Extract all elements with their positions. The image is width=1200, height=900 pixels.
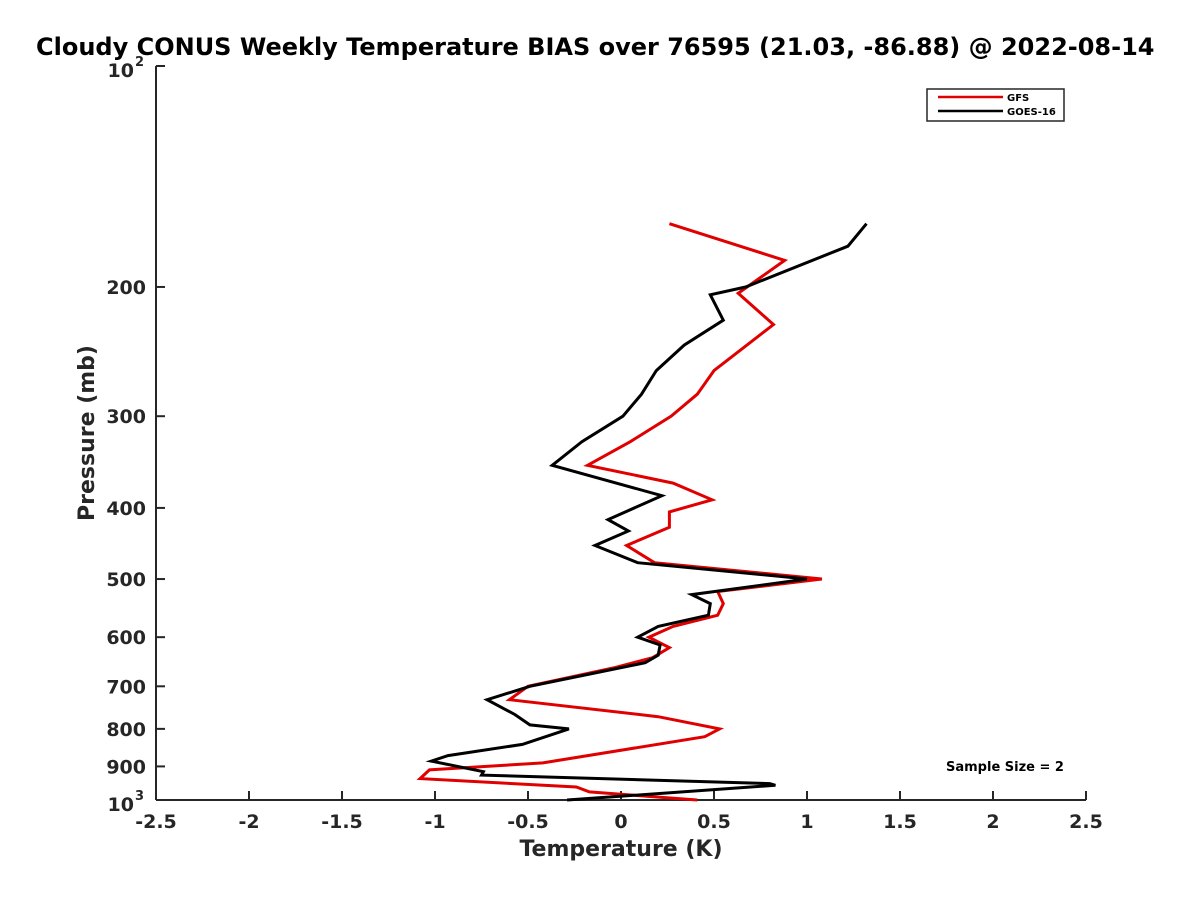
y-tick-label: 600	[106, 627, 146, 649]
x-tick-label: 1.5	[883, 811, 917, 833]
sample-size-annotation: Sample Size = 2	[946, 760, 1064, 775]
y-tick-label: 900	[106, 756, 146, 778]
legend: GFS GOES-16	[926, 88, 1065, 122]
y-bottom-label: 10 3	[108, 789, 145, 816]
y-tick-label: 700	[106, 676, 146, 698]
y-tick-label: 200	[106, 277, 146, 299]
x-tick-label: -2.5	[135, 811, 177, 833]
x-axis-label: Temperature (K)	[519, 837, 722, 862]
series-group	[416, 222, 868, 802]
x-tick-label: -1	[424, 811, 445, 833]
y-top-label: 10 2	[108, 55, 145, 82]
x-tick-label: 2	[986, 811, 999, 833]
x-tick-label: -0.5	[507, 811, 549, 833]
y-bottom-label-base: 10	[108, 794, 134, 816]
y-tick-label: 800	[106, 719, 146, 741]
series-line-goes-16	[425, 222, 868, 802]
y-tick-label: 400	[106, 498, 146, 520]
y-tick-label: 300	[106, 406, 146, 428]
y-axis-label: Pressure (mb)	[75, 345, 100, 521]
y-ticks: 200 300 400 500 600 700 800 900	[106, 65, 165, 801]
y-top-label-exp: 2	[135, 55, 144, 70]
y-top-label-base: 10	[108, 60, 134, 82]
x-tick-label: 2.5	[1069, 811, 1103, 833]
x-tick-label: 0.5	[697, 811, 731, 833]
legend-box	[926, 88, 1065, 122]
x-tick-label: 0	[614, 811, 627, 833]
legend-label-gfs: GFS	[1007, 93, 1029, 104]
x-tick-label: 1	[800, 811, 813, 833]
x-ticks: -2.5 -2 -1.5 -1 -0.5 0 0.5 1 1.5 2 2.5	[135, 791, 1103, 833]
x-tick-label: -2	[238, 811, 259, 833]
y-bottom-label-exp: 3	[135, 789, 144, 804]
chart-title: Cloudy CONUS Weekly Temperature BIAS ove…	[36, 33, 1154, 61]
y-axis-label-group: Pressure (mb)	[75, 345, 100, 521]
y-tick-label: 500	[106, 569, 146, 591]
x-tick-label: -1.5	[321, 811, 363, 833]
legend-label-goes-16: GOES-16	[1007, 107, 1056, 118]
series-line-gfs	[416, 222, 823, 802]
